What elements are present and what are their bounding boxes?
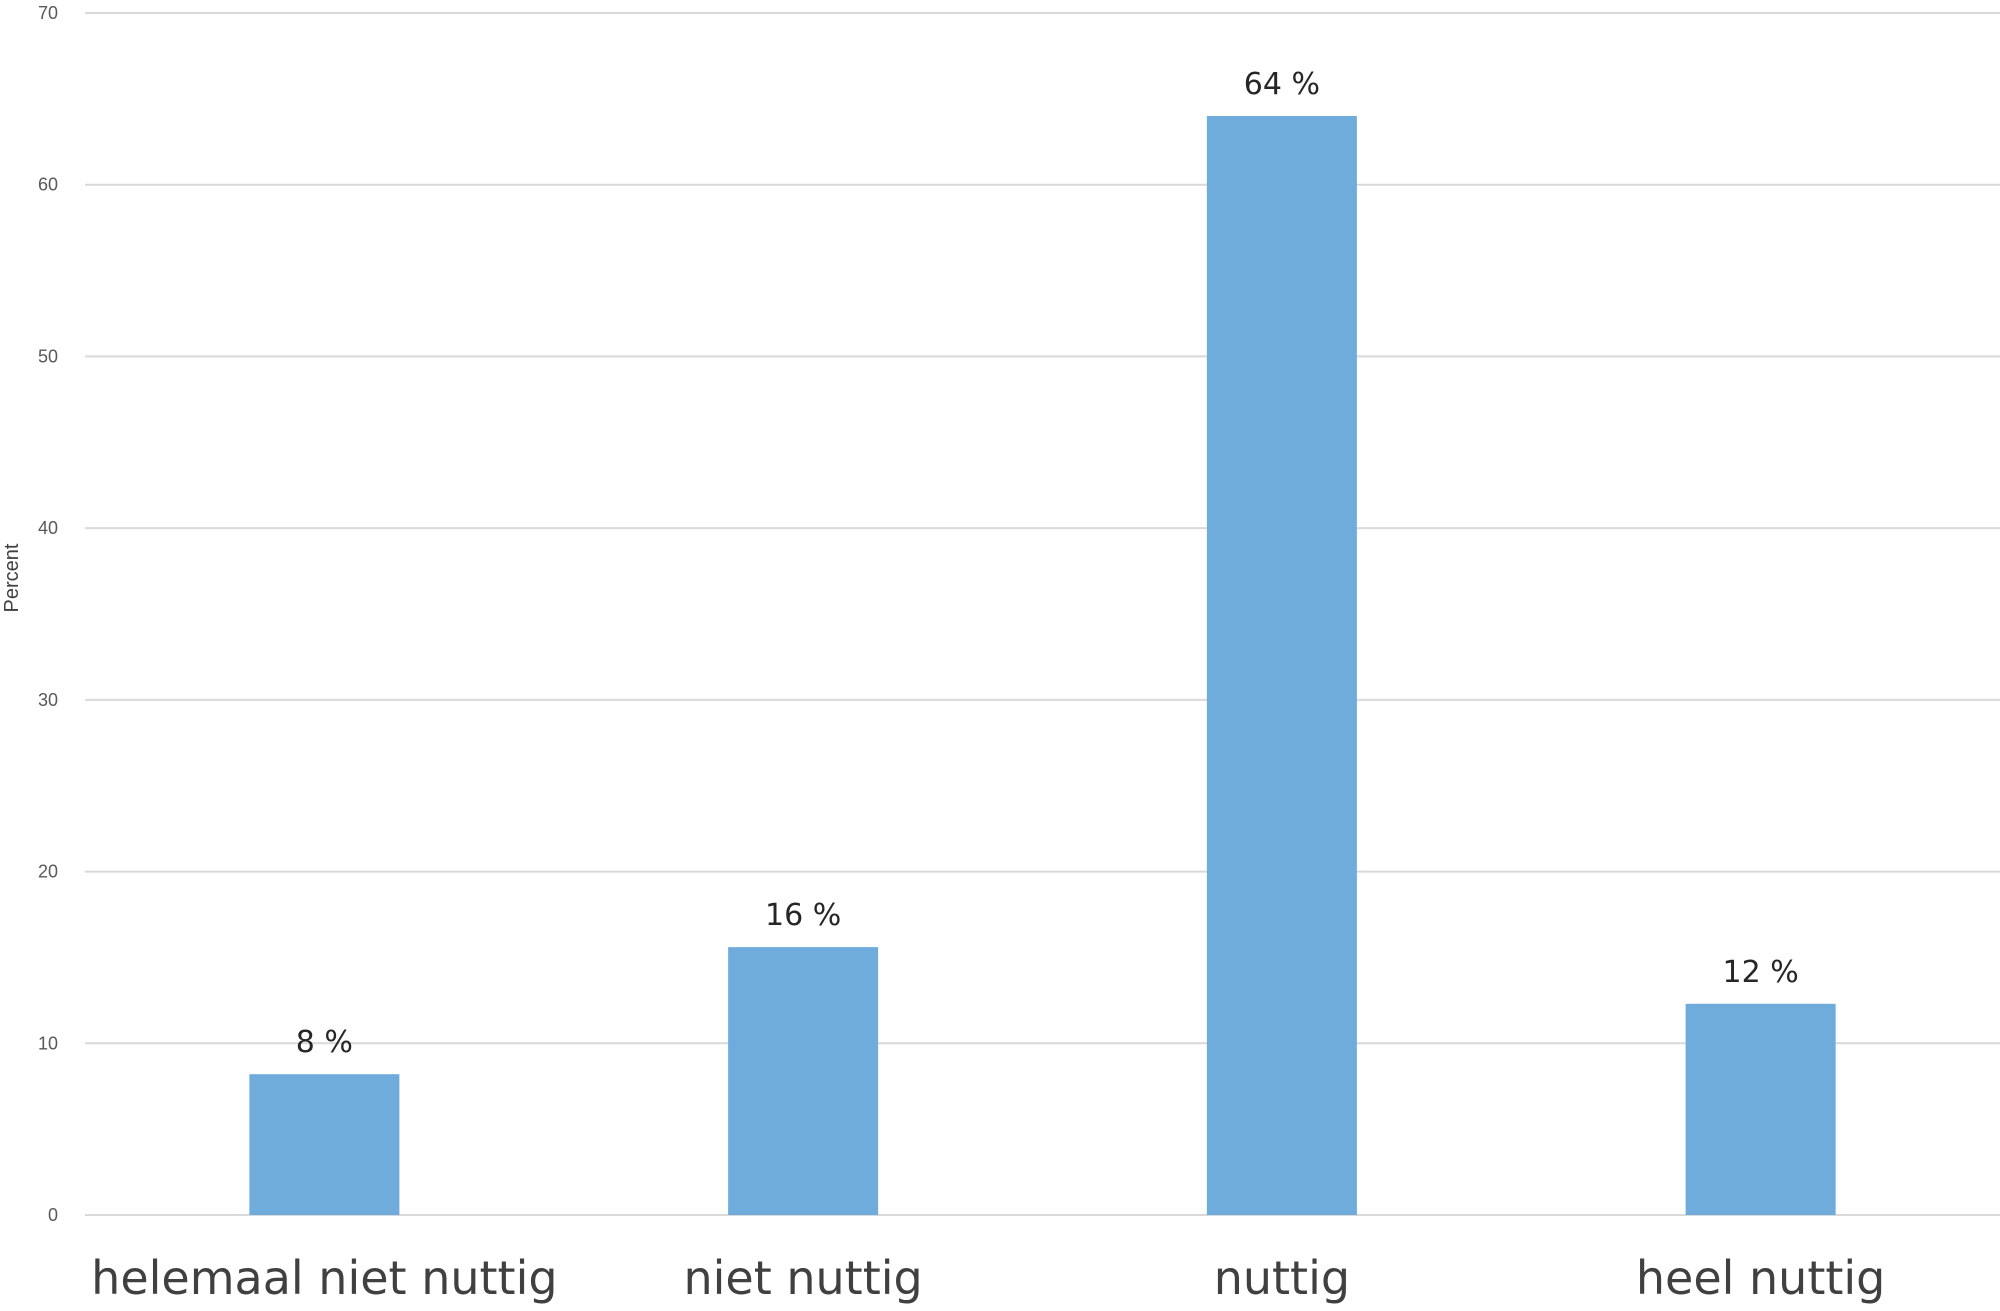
y-axis-ticks: 0 10 20 30 40 50 60 70 <box>38 3 58 1225</box>
x-tick-label: heel nuttig <box>1636 1251 1886 1305</box>
data-label: 12 % <box>1723 955 1799 990</box>
bar <box>249 1074 400 1215</box>
y-tick-label: 60 <box>38 175 58 195</box>
y-tick-label: 40 <box>38 518 58 538</box>
bar <box>1685 1003 1836 1215</box>
x-axis-ticks: helemaal niet nuttig niet nuttig nuttig hee… <box>91 1251 1885 1305</box>
y-tick-label: 0 <box>48 1205 58 1225</box>
data-label: 64 % <box>1244 67 1320 102</box>
data-labels: 8 % 16 % 64 % 12 % <box>296 67 1799 1060</box>
x-tick-label: helemaal niet nuttig <box>91 1251 557 1305</box>
x-tick-label: niet nuttig <box>683 1251 922 1305</box>
y-tick-label: 70 <box>38 3 58 23</box>
data-label: 8 % <box>296 1025 353 1060</box>
x-tick-label: nuttig <box>1214 1251 1350 1305</box>
y-tick-label: 10 <box>38 1033 58 1053</box>
y-tick-label: 20 <box>38 862 58 882</box>
bars <box>249 116 1836 1216</box>
y-tick-label: 50 <box>38 346 58 366</box>
bar <box>728 947 879 1215</box>
data-label: 16 % <box>765 898 841 933</box>
y-axis-title: Percent <box>1 543 23 612</box>
gridlines <box>85 12 2000 1216</box>
bar <box>1206 116 1357 1216</box>
y-tick-label: 30 <box>38 690 58 710</box>
